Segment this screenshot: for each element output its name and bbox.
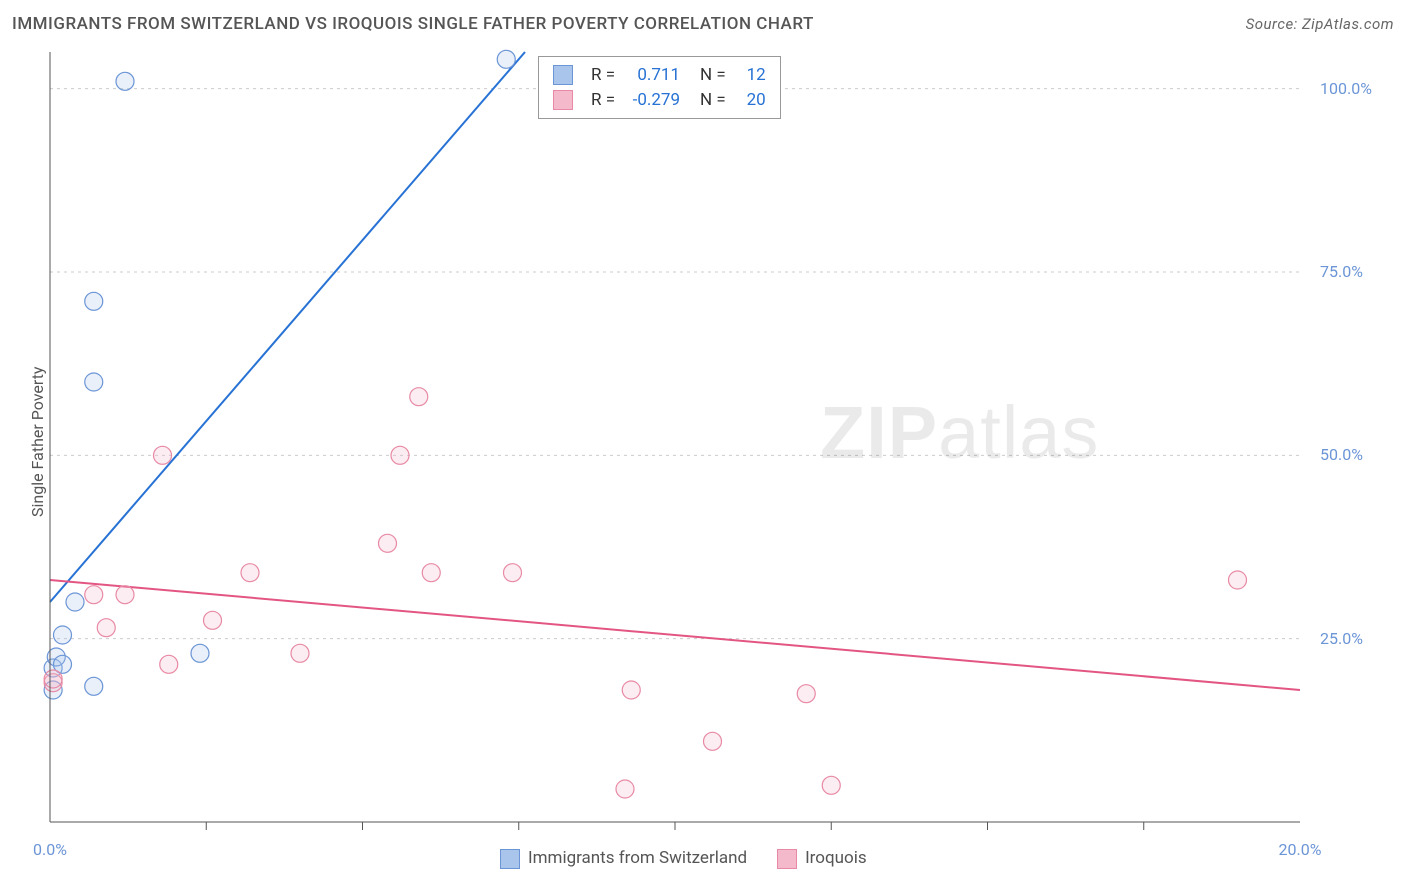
scatter-chart	[50, 52, 1300, 822]
stats-row: R =-0.279N =20	[553, 88, 766, 113]
correlation-stats-box: R =0.711N =12R =-0.279N =20	[538, 56, 781, 119]
legend-label: Immigrants from Switzerland	[528, 848, 747, 868]
y-tick-label: 75.0%	[1320, 262, 1363, 281]
series-swatch	[553, 90, 573, 110]
x-tick-label: 0.0%	[33, 840, 67, 859]
legend-item: Iroquois	[777, 848, 867, 869]
y-axis-title: Single Father Poverty	[28, 366, 47, 517]
legend-item: Immigrants from Switzerland	[500, 848, 747, 869]
legend: Immigrants from Switzerland Iroquois	[500, 848, 867, 869]
y-tick-label: 100.0%	[1320, 79, 1372, 98]
plot-area	[50, 52, 1300, 822]
title-bar: IMMIGRANTS FROM SWITZERLAND VS IROQUOIS …	[12, 14, 1394, 34]
legend-swatch	[500, 849, 520, 869]
x-tick-label: 20.0%	[1279, 840, 1322, 859]
chart-title: IMMIGRANTS FROM SWITZERLAND VS IROQUOIS …	[12, 14, 814, 34]
source-label: Source: ZipAtlas.com	[1246, 15, 1394, 33]
stats-row: R =0.711N =12	[553, 63, 766, 88]
legend-label: Iroquois	[805, 848, 867, 868]
legend-swatch	[777, 849, 797, 869]
series-swatch	[553, 65, 573, 85]
y-tick-label: 50.0%	[1320, 445, 1363, 464]
y-tick-label: 25.0%	[1320, 629, 1363, 648]
